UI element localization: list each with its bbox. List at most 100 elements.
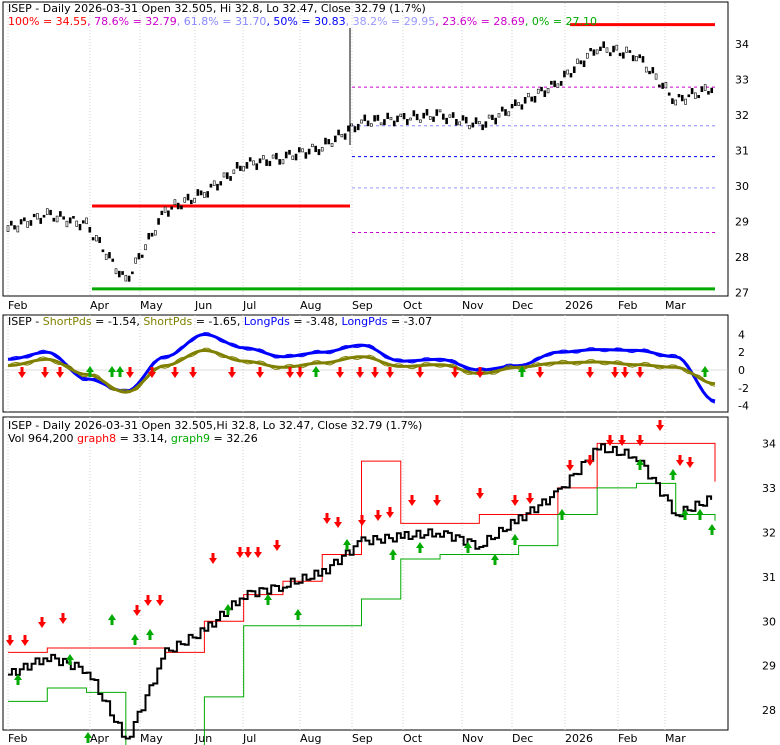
candle: [533, 95, 537, 103]
sell-arrow: [236, 547, 244, 558]
candle: [396, 115, 399, 123]
buy-arrow: [312, 366, 320, 377]
candle: [140, 254, 144, 258]
y-tick-oscillator: -2: [738, 382, 749, 395]
candle: [586, 52, 589, 59]
candle: [206, 191, 209, 198]
candle: [438, 109, 442, 113]
candle: [599, 46, 602, 51]
x-tick-label-bottom: Aug: [300, 732, 321, 745]
candle: [415, 113, 419, 121]
x-tick-label-bottom: Feb: [8, 732, 27, 745]
sell-arrow: [171, 367, 179, 378]
buy-arrow: [511, 534, 519, 545]
candle: [262, 155, 265, 160]
oscillator-title-part: = -3.48,: [290, 315, 342, 328]
x-tick-label-bottom: Nov: [462, 732, 484, 745]
buy-arrow: [108, 366, 116, 377]
candle: [510, 103, 514, 109]
candle: [167, 210, 170, 217]
stop-panel: [6, 420, 716, 745]
sell-arrow: [41, 367, 49, 378]
candle: [536, 88, 540, 94]
candle: [487, 114, 491, 119]
x-tick-label-bottom: Jun: [194, 732, 212, 745]
x-tick-label-bottom: Oct: [403, 732, 423, 745]
candle: [59, 211, 62, 217]
candle: [419, 119, 422, 123]
candle: [170, 206, 173, 210]
candle: [163, 206, 167, 213]
x-tick-label-top: Jun: [194, 299, 212, 312]
sell-arrow: [611, 367, 619, 378]
buy-arrow: [491, 554, 499, 565]
candle: [114, 268, 118, 275]
y-tick-price: 27: [735, 286, 749, 299]
candle: [435, 109, 439, 116]
candle: [88, 226, 92, 233]
candle: [422, 112, 425, 119]
y-tick-oscillator: 2: [738, 346, 745, 359]
candle: [127, 275, 131, 282]
candle: [474, 117, 478, 124]
candle: [442, 113, 445, 120]
stop-panel-frame: [2, 416, 729, 731]
x-tick-label-top: Feb: [618, 299, 637, 312]
sell-arrow: [296, 367, 304, 378]
candle: [350, 123, 353, 127]
y-tick-oscillator: 4: [738, 328, 745, 341]
sell-arrow: [566, 460, 574, 471]
candle: [543, 90, 547, 97]
candle: [101, 249, 105, 253]
sell-arrow: [408, 495, 416, 506]
x-tick-label-top: Apr: [90, 299, 110, 312]
sell-arrow: [586, 367, 594, 378]
oscillator-title-part: ShortPds: [143, 315, 192, 328]
candle: [314, 145, 317, 153]
buy-arrow: [108, 614, 116, 625]
sell-arrow: [133, 605, 141, 616]
candle: [242, 166, 245, 172]
candle: [703, 84, 707, 91]
fib-legend-item: , 50% = 30.83: [266, 15, 345, 28]
candle: [664, 82, 668, 89]
candle: [481, 124, 484, 131]
candle: [324, 137, 327, 145]
y-tick-stop: 29: [762, 660, 776, 673]
candle: [6, 225, 10, 232]
candle: [160, 210, 164, 216]
buy-arrow: [84, 732, 92, 743]
fib-legend: 100% = 34.55, 78.6% = 32.79, 61.8% = 31.…: [8, 15, 597, 28]
candle: [383, 119, 386, 126]
candle: [635, 56, 638, 62]
candle: [680, 94, 684, 102]
candle: [307, 148, 311, 155]
candle: [327, 139, 331, 145]
buy-arrow: [701, 366, 709, 377]
candle: [694, 92, 697, 99]
candle: [425, 109, 429, 116]
candle: [55, 215, 59, 223]
buy-arrow: [14, 674, 22, 685]
y-tick-price: 33: [735, 74, 749, 87]
sell-arrow: [256, 367, 264, 378]
candle: [612, 45, 615, 53]
candle: [229, 176, 232, 181]
x-tick-label-top: Mar: [665, 299, 686, 312]
y-tick-stop: 28: [762, 704, 776, 717]
buy-arrow: [696, 509, 704, 520]
fib-legend-item: , 23.6% = 28.69: [435, 15, 525, 28]
candle: [196, 189, 200, 196]
candle: [406, 118, 409, 125]
sell-arrow: [273, 540, 281, 551]
candle: [304, 152, 308, 159]
candle: [491, 114, 494, 121]
candle: [363, 114, 367, 122]
candle: [153, 230, 157, 236]
sell-arrow: [228, 367, 236, 378]
buy-arrow: [669, 469, 677, 480]
candle: [72, 216, 75, 219]
sell-arrow: [536, 367, 544, 378]
candle: [661, 82, 664, 89]
